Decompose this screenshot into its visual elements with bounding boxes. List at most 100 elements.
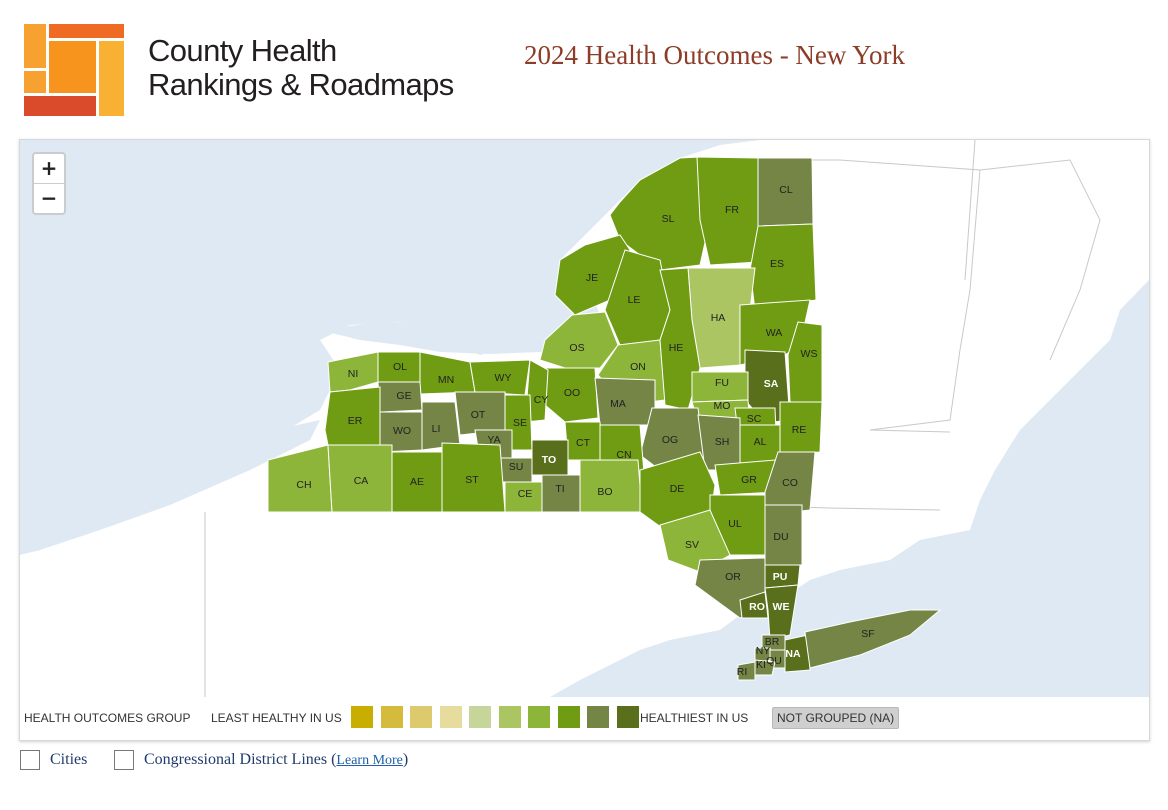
legend-swatch-5 [469,706,491,728]
county-label-WA: WA [766,327,783,339]
county-label-LE: LE [628,294,641,306]
county-label-CA: CA [354,475,369,487]
legend-swatch-10 [616,706,639,728]
county-label-OG: OG [662,434,678,446]
brand-logo[interactable]: County Health Rankings & Roadmaps [24,24,494,119]
brand-line-1: County Health [148,33,337,68]
county-label-QU: QU [766,655,782,667]
county-label-TO: TO [542,454,556,466]
legend-least-label: LEAST HEALTHY IN US [211,711,342,725]
lake-ontario [320,270,600,354]
cities-label[interactable]: Cities [50,751,88,768]
legend-swatch-9 [587,706,609,728]
legend-healthiest-label: HEALTHIEST IN US [640,711,749,725]
legend-bar: HEALTH OUTCOMES GROUP LEAST HEALTHY IN U… [20,697,1149,740]
county-label-SV: SV [685,539,699,551]
county-label-RI: RI [737,666,748,678]
county-label-NA: NA [785,648,801,660]
zoom-control: + − [32,152,66,215]
zoom-out-button[interactable]: − [40,186,58,210]
county-label-NY: NY [756,645,771,657]
district-lines-checkbox[interactable] [114,750,134,770]
logo-mark-icon [24,24,124,116]
county-label-ST: ST [465,474,479,486]
lake-erie [20,420,320,555]
county-RE[interactable] [779,401,823,456]
county-label-WO: WO [393,425,411,437]
county-SF[interactable] [804,609,942,669]
county-label-HE: HE [669,342,684,354]
county-label-CE: CE [518,488,533,500]
county-label-LI: LI [432,423,441,435]
county-label-OO: OO [564,387,580,399]
county-LI[interactable] [421,401,461,451]
county-label-WY: WY [495,372,512,384]
county-label-ES: ES [770,258,784,270]
legend-swatch-8 [557,706,580,728]
county-NA[interactable] [784,634,811,673]
county-label-WS: WS [801,348,818,360]
county-RI[interactable] [737,661,756,681]
county-label-FR: FR [725,204,739,216]
county-label-BO: BO [597,486,612,498]
county-label-YA: YA [487,434,500,446]
county-label-BR: BR [765,636,780,648]
county-NI[interactable] [327,351,379,393]
county-label-OL: OL [393,361,407,373]
county-label-SF: SF [861,628,874,640]
county-label-CO: CO [782,477,798,489]
county-label-PU: PU [773,571,788,583]
map-canvas[interactable]: SL FR CL JE LE ES HA OS ON HE WA NI OL MN WY SA WS GE OO FU… [20,140,1149,697]
county-label-TI: TI [555,483,564,495]
brand-name: County Health Rankings & Roadmaps [148,34,454,102]
county-label-OS: OS [569,342,584,354]
county-label-HA: HA [711,312,726,324]
district-lines-label[interactable]: Congressional District Lines [144,751,328,768]
county-label-JE: JE [586,272,598,284]
legend-swatch-3 [410,706,432,728]
legend-group-label: HEALTH OUTCOMES GROUP [24,711,191,725]
county-FR[interactable] [696,156,759,266]
county-label-SU: SU [509,461,524,473]
county-shapes [267,156,942,681]
county-label-OR: OR [725,571,741,583]
county-label-CN: CN [616,449,631,461]
county-label-WE: WE [773,601,790,613]
legend-swatch-7 [528,706,550,728]
map-panel[interactable]: SL FR CL JE LE ES HA OS ON HE WA NI OL MN WY SA WS GE OO FU… [19,139,1150,741]
county-label-SL: SL [662,213,675,225]
county-label-GE: GE [396,390,411,402]
brand-line-2: Rankings & Roadmaps [148,67,454,102]
district-lines-text: Congressional District Lines (Learn More… [144,751,409,768]
legend-swatch-6 [498,706,521,728]
legend-swatch-1 [351,706,373,728]
zoom-in-button[interactable]: + [34,154,64,184]
county-label-CH: CH [296,479,311,491]
county-label-MN: MN [438,374,454,386]
page-title: 2024 Health Outcomes - New York [524,40,905,70]
learn-more-link[interactable]: Learn More [336,753,403,768]
county-label-UL: UL [728,518,742,530]
county-label-CT: CT [576,437,591,449]
county-label-GR: GR [741,474,757,486]
county-label-MO: MO [714,400,731,412]
county-label-NI: NI [348,368,359,380]
county-DU[interactable] [764,504,803,566]
county-label-DE: DE [670,483,685,495]
county-label-RO: RO [749,601,765,613]
county-label-AL: AL [754,436,767,448]
state-borders [204,140,1101,697]
county-label-CL: CL [779,184,793,196]
county-label-ER: ER [348,415,363,427]
legend-na-badge: NOT GROUPED (NA) [772,707,900,729]
county-labels: SL FR CL JE LE ES HA OS ON HE WA NI OL MN WY SA WS GE OO FU… [296,184,874,678]
county-label-FU: FU [715,377,729,389]
cities-checkbox[interactable] [20,750,40,770]
county-label-SA: SA [764,378,779,390]
county-label-RE: RE [792,424,807,436]
county-label-SC: SC [747,413,762,425]
county-label-OT: OT [471,409,486,421]
county-RO[interactable] [739,591,769,619]
county-label-SE: SE [513,417,527,429]
county-label-CY: CY [534,394,549,406]
